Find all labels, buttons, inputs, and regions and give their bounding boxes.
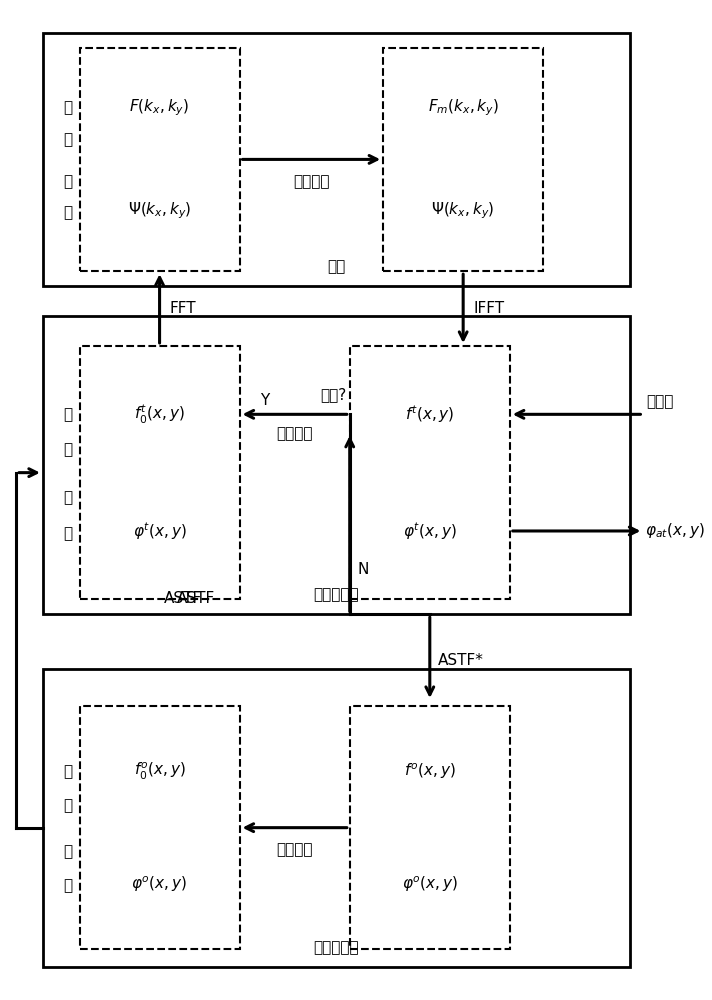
Text: $\varphi^o\left(x,y\right)$: $\varphi^o\left(x,y\right)$ — [132, 874, 188, 894]
Bar — [43, 316, 630, 614]
Text: Y: Y — [260, 393, 269, 408]
Text: ASTF: ASTF — [164, 591, 202, 606]
Text: $f^t\left(x,y\right)$: $f^t\left(x,y\right)$ — [405, 403, 454, 425]
Text: FFT: FFT — [169, 301, 197, 316]
Text: 相: 相 — [63, 491, 73, 506]
Text: $f^o\left(x,y\right)$: $f^o\left(x,y\right)$ — [404, 762, 456, 781]
Text: 幅度替换: 幅度替换 — [276, 843, 313, 858]
Text: $F\left(k_x,k_y\right)$: $F\left(k_x,k_y\right)$ — [130, 98, 189, 118]
Text: 幅度替换: 幅度替换 — [293, 174, 330, 189]
Text: 频域: 频域 — [328, 259, 345, 274]
Text: 相: 相 — [63, 174, 73, 189]
Text: $f_0^t\left(x,y\right)$: $f_0^t\left(x,y\right)$ — [134, 403, 185, 426]
Text: N: N — [357, 562, 369, 577]
Text: $\varphi^o\left(x,y\right)$: $\varphi^o\left(x,y\right)$ — [402, 874, 458, 894]
Bar — [43, 669, 630, 967]
Text: $\varphi^t\left(x,y\right)$: $\varphi^t\left(x,y\right)$ — [403, 520, 456, 542]
Text: $\Psi\left(k_x,k_y\right)$: $\Psi\left(k_x,k_y\right)$ — [431, 201, 495, 221]
Text: 幅: 幅 — [63, 100, 73, 115]
Text: 原点处光场: 原点处光场 — [313, 940, 360, 955]
Text: 度: 度 — [63, 798, 73, 813]
Bar — [350, 346, 510, 599]
Text: 位: 位 — [63, 206, 73, 221]
Bar — [383, 48, 543, 271]
Text: IFFT: IFFT — [473, 301, 504, 316]
Bar — [80, 346, 240, 599]
Bar — [43, 33, 630, 286]
Text: $\varphi_{at}\left(x,y\right)$: $\varphi_{at}\left(x,y\right)$ — [645, 521, 705, 540]
Text: 度: 度 — [63, 442, 73, 457]
Text: 相: 相 — [63, 845, 73, 860]
Bar — [80, 48, 240, 271]
Text: $f_0^o\left(x,y\right)$: $f_0^o\left(x,y\right)$ — [134, 761, 186, 782]
Bar — [350, 706, 510, 949]
Text: 初始值: 初始值 — [646, 394, 674, 409]
Text: ASTF: ASTF — [177, 591, 216, 606]
Text: 位: 位 — [63, 879, 73, 894]
Text: 幅度替换: 幅度替换 — [276, 426, 313, 441]
Bar — [80, 706, 240, 949]
Text: 判断?: 判断? — [320, 387, 347, 402]
Text: $\Psi\left(k_x,k_y\right)$: $\Psi\left(k_x,k_y\right)$ — [127, 201, 192, 221]
Text: 传输后光场: 传输后光场 — [313, 587, 360, 602]
Text: 幅: 幅 — [63, 407, 73, 422]
Text: 度: 度 — [63, 132, 73, 147]
Text: $F_m\left(k_x,k_y\right)$: $F_m\left(k_x,k_y\right)$ — [428, 98, 498, 118]
Text: ASTF*: ASTF* — [438, 653, 483, 668]
Text: $\varphi^t\left(x,y\right)$: $\varphi^t\left(x,y\right)$ — [132, 520, 187, 542]
Text: 位: 位 — [63, 526, 73, 541]
Text: 幅: 幅 — [63, 764, 73, 779]
